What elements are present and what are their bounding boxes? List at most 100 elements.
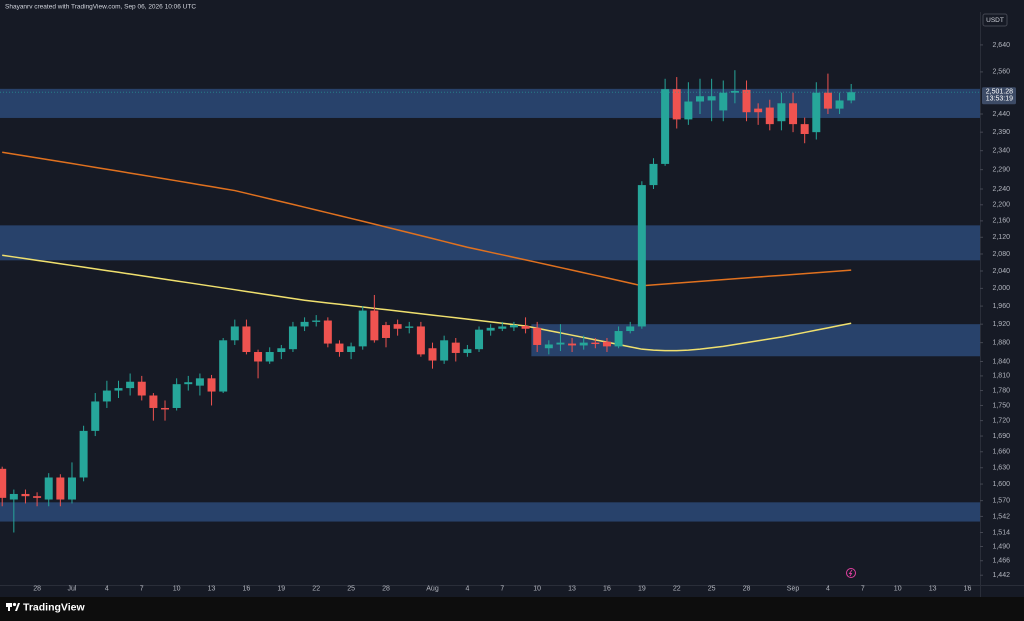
candle-body xyxy=(684,101,693,120)
candle-body xyxy=(463,349,472,353)
last-price-box xyxy=(982,87,1016,105)
candle-body xyxy=(161,407,170,410)
candle-body xyxy=(649,163,658,186)
candle-body xyxy=(184,382,193,385)
candle-body xyxy=(416,326,425,355)
zone xyxy=(0,88,980,118)
y-tick-label: 1,442 xyxy=(992,572,1010,579)
y-tick-label: 1,810 xyxy=(992,373,1010,380)
y-tick-label: 1,660 xyxy=(992,449,1010,456)
candle-body xyxy=(219,340,228,392)
brand: TradingView xyxy=(23,601,85,613)
candle-body xyxy=(67,477,76,500)
candle-body xyxy=(265,352,274,362)
candle-body xyxy=(847,92,856,101)
candle-body xyxy=(672,89,681,120)
zone xyxy=(0,225,980,261)
replay-icon xyxy=(846,568,856,578)
candle-body xyxy=(800,124,809,134)
candle-body xyxy=(544,344,553,349)
candle-body xyxy=(126,381,135,389)
moving-average xyxy=(2,254,852,352)
candle-body xyxy=(335,343,344,353)
candle-body xyxy=(509,325,518,328)
candle-body xyxy=(393,324,402,329)
candle-body xyxy=(21,493,30,497)
candle-body xyxy=(0,468,7,498)
y-tick-label: 1,780 xyxy=(992,387,1010,394)
candle-body xyxy=(823,92,832,109)
candle-body xyxy=(696,96,704,102)
x-tick-label: 10 xyxy=(173,585,181,592)
y-tick-label: 2,040 xyxy=(992,268,1010,275)
y-tick-label: 1,720 xyxy=(992,417,1010,424)
candle-body xyxy=(288,326,297,350)
x-tick-label: 25 xyxy=(347,585,355,592)
candle-body xyxy=(568,343,577,346)
zone xyxy=(0,502,980,522)
candle-body xyxy=(637,185,646,327)
candle-body xyxy=(579,342,588,346)
x-tick-label: 16 xyxy=(603,585,611,592)
x-tick-label: Aug xyxy=(426,585,439,592)
currency-box xyxy=(982,13,1008,27)
candle-body xyxy=(556,342,565,345)
candle-body xyxy=(381,325,390,338)
candle-body xyxy=(230,326,239,341)
moving-average xyxy=(2,151,852,287)
y-tick-label: 2,640 xyxy=(992,42,1010,49)
plot-area xyxy=(0,70,980,533)
candle-body xyxy=(707,96,716,101)
countdown: 13:53:19 xyxy=(986,96,1013,103)
x-tick-label: 7 xyxy=(140,585,144,592)
y-tick-label: 1,750 xyxy=(992,402,1010,409)
candle-body xyxy=(91,401,100,431)
zone xyxy=(531,324,980,357)
candle-body xyxy=(323,320,332,344)
x-tick-label: 4 xyxy=(826,585,830,592)
candle-body xyxy=(451,342,460,353)
candle-body xyxy=(742,89,751,113)
y-tick-label: 2,290 xyxy=(992,166,1010,173)
candle-body xyxy=(405,326,414,328)
candle-body xyxy=(137,381,146,396)
candle-body xyxy=(765,107,774,125)
x-tick-label: 16 xyxy=(243,585,251,592)
y-tick-label: 1,600 xyxy=(992,481,1010,488)
y-tick-label: 1,466 xyxy=(992,558,1010,565)
brand-logo xyxy=(6,602,20,611)
attribution: Shayanrv created with TradingView.com, S… xyxy=(5,4,196,11)
x-tick-label: 28 xyxy=(743,585,751,592)
candle-body xyxy=(789,103,798,125)
candle-body xyxy=(754,108,763,113)
x-tick-label: 19 xyxy=(638,585,646,592)
candle-body xyxy=(9,493,18,500)
candle-body xyxy=(149,395,158,408)
candle-body xyxy=(521,325,530,329)
candle-body xyxy=(312,320,321,322)
axes: 2,640 2,560 2,440 2,390 2,340 2,290 2,240 2,200… xyxy=(33,42,1016,592)
candle-body xyxy=(102,390,111,402)
candle-body xyxy=(626,326,635,332)
candle-body xyxy=(277,348,286,353)
candle-body xyxy=(498,326,507,329)
y-tick-label: 1,880 xyxy=(992,339,1010,346)
candle-body xyxy=(358,310,367,347)
candle-body xyxy=(195,378,204,386)
candle-body xyxy=(254,352,263,362)
x-tick-label: 25 xyxy=(708,585,716,592)
y-tick-label: 1,514 xyxy=(992,529,1010,536)
x-tick-label: 22 xyxy=(673,585,681,592)
y-tick-label: 1,840 xyxy=(992,358,1010,365)
candle-body xyxy=(719,92,728,111)
y-tick-label: 2,390 xyxy=(992,129,1010,136)
y-tick-label: 2,080 xyxy=(992,251,1010,258)
y-tick-label: 1,542 xyxy=(992,513,1010,520)
candle-body xyxy=(428,348,437,361)
candle-body xyxy=(440,340,449,361)
last-price-label: 2,501.28 xyxy=(986,89,1013,96)
y-tick-label: 2,560 xyxy=(992,69,1010,76)
candle-body xyxy=(835,100,844,109)
candle-body xyxy=(44,477,53,500)
